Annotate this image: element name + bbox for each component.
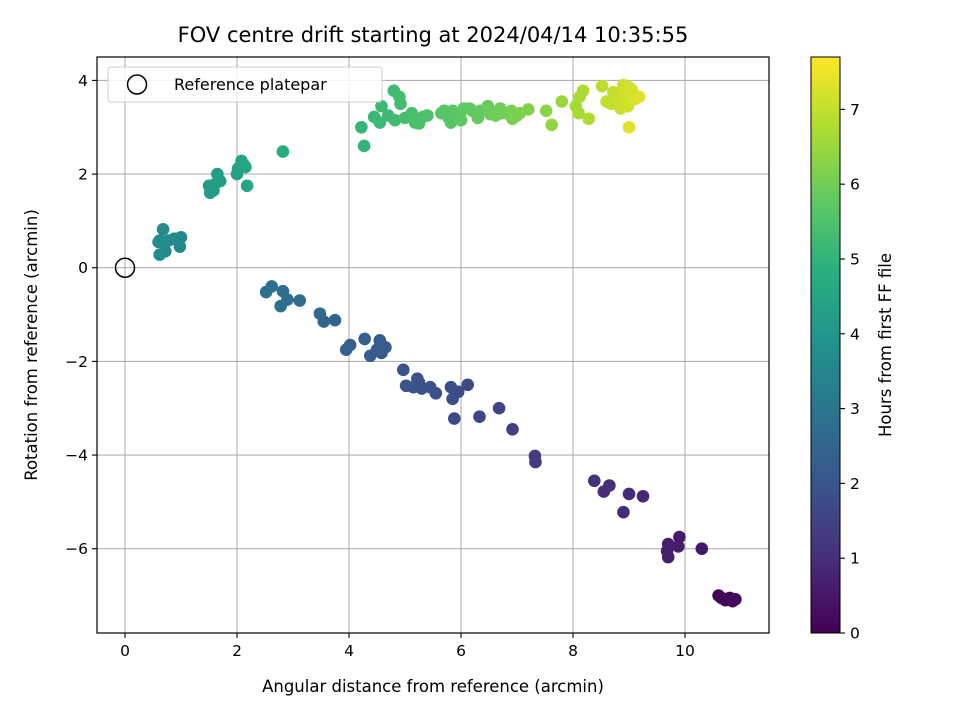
data-point — [239, 160, 252, 174]
legend-marker — [126, 74, 148, 95]
data-point — [671, 540, 685, 553]
data-point — [607, 85, 620, 99]
data-point — [461, 378, 475, 392]
data-point — [397, 363, 410, 377]
x-tick-label: 6 — [456, 642, 466, 660]
data-point — [444, 116, 458, 129]
data-points — [152, 78, 742, 608]
x-axis-ticks: 0 2 4 6 8 10 — [120, 633, 695, 660]
data-point — [572, 106, 585, 120]
colorbar-tick-label: 0 — [850, 625, 860, 643]
data-point — [328, 313, 342, 327]
data-point — [259, 285, 273, 299]
y-tick-label: 0 — [78, 259, 88, 277]
data-point — [521, 103, 535, 116]
data-point — [622, 120, 636, 134]
data-point — [358, 332, 371, 346]
data-point — [622, 487, 636, 501]
reference-marker — [114, 257, 136, 278]
data-point — [276, 284, 290, 298]
data-point — [597, 485, 611, 498]
y-tick-label: 4 — [78, 72, 88, 90]
reference-platepar-marker — [114, 257, 136, 278]
data-point — [375, 99, 388, 113]
x-tick-label: 8 — [568, 642, 578, 660]
colorbar-tick-label: 3 — [850, 400, 860, 418]
data-point — [444, 380, 458, 394]
data-point — [617, 505, 630, 519]
data-point — [153, 248, 167, 261]
colorbar-gradient — [810, 56, 841, 634]
data-point — [156, 223, 170, 236]
data-point — [539, 104, 553, 118]
x-tick-label: 0 — [120, 642, 130, 660]
data-point — [492, 401, 506, 415]
data-point — [555, 95, 569, 108]
data-point — [695, 542, 709, 556]
legend-label: Reference platepar — [174, 75, 327, 94]
y-tick-label: −4 — [65, 447, 88, 465]
x-axis-label: Angular distance from reference (arcmin) — [262, 677, 604, 696]
x-tick-label: 10 — [675, 642, 695, 660]
legend-box — [107, 66, 383, 103]
data-point — [388, 113, 402, 127]
x-tick-label: 4 — [344, 642, 354, 660]
data-point — [293, 294, 307, 307]
y-tick-label: −2 — [65, 353, 88, 371]
data-point — [729, 592, 742, 606]
data-point — [394, 97, 407, 111]
data-point — [274, 299, 287, 313]
data-point — [632, 90, 646, 104]
x-tick-label: 2 — [232, 642, 242, 660]
colorbar-label: Hours from first FF file — [876, 253, 895, 437]
data-point — [355, 120, 368, 134]
data-point — [454, 113, 468, 127]
data-point — [339, 343, 353, 356]
data-point — [313, 307, 327, 320]
colorbar-tick-label: 5 — [850, 250, 860, 268]
colorbar-tick-label: 4 — [850, 325, 860, 343]
y-tick-label: −6 — [65, 540, 88, 558]
colorbar-tick-label: 2 — [850, 475, 860, 493]
data-point — [636, 489, 650, 503]
plot-frame — [96, 56, 770, 634]
data-point — [506, 422, 519, 436]
data-point — [473, 410, 486, 423]
colorbar-tick-label: 6 — [850, 176, 860, 194]
data-point — [529, 455, 542, 469]
data-point — [587, 474, 601, 488]
data-point — [213, 174, 227, 188]
y-axis-ticks: −6 −4 −2 0 2 4 — [65, 72, 97, 558]
data-point — [152, 235, 165, 249]
data-point — [595, 79, 609, 93]
colorbar-ticks: 0 1 2 3 4 5 6 7 — [840, 101, 860, 643]
colorbar: 0 1 2 3 4 5 6 7 Hours from first FF file — [810, 56, 895, 643]
data-point — [446, 392, 459, 406]
data-point — [162, 234, 175, 247]
data-point — [582, 112, 595, 126]
colorbar-tick-label: 1 — [850, 550, 860, 568]
chart-title: FOV centre drift starting at 2024/04/14 … — [178, 23, 689, 47]
y-tick-label: 2 — [78, 166, 88, 184]
legend: Reference platepar — [107, 66, 383, 103]
data-point — [447, 412, 461, 425]
colorbar-tick-label: 7 — [850, 101, 860, 119]
data-point — [357, 139, 371, 153]
data-point — [673, 530, 686, 544]
data-point — [576, 84, 590, 98]
data-point — [363, 349, 377, 363]
data-point — [373, 116, 387, 129]
data-point — [240, 179, 254, 193]
data-point — [276, 145, 290, 158]
data-point — [421, 109, 434, 122]
data-point — [661, 550, 675, 564]
data-point — [399, 379, 413, 393]
data-point — [545, 118, 559, 132]
y-axis-label: Rotation from reference (arcmin) — [22, 209, 41, 481]
